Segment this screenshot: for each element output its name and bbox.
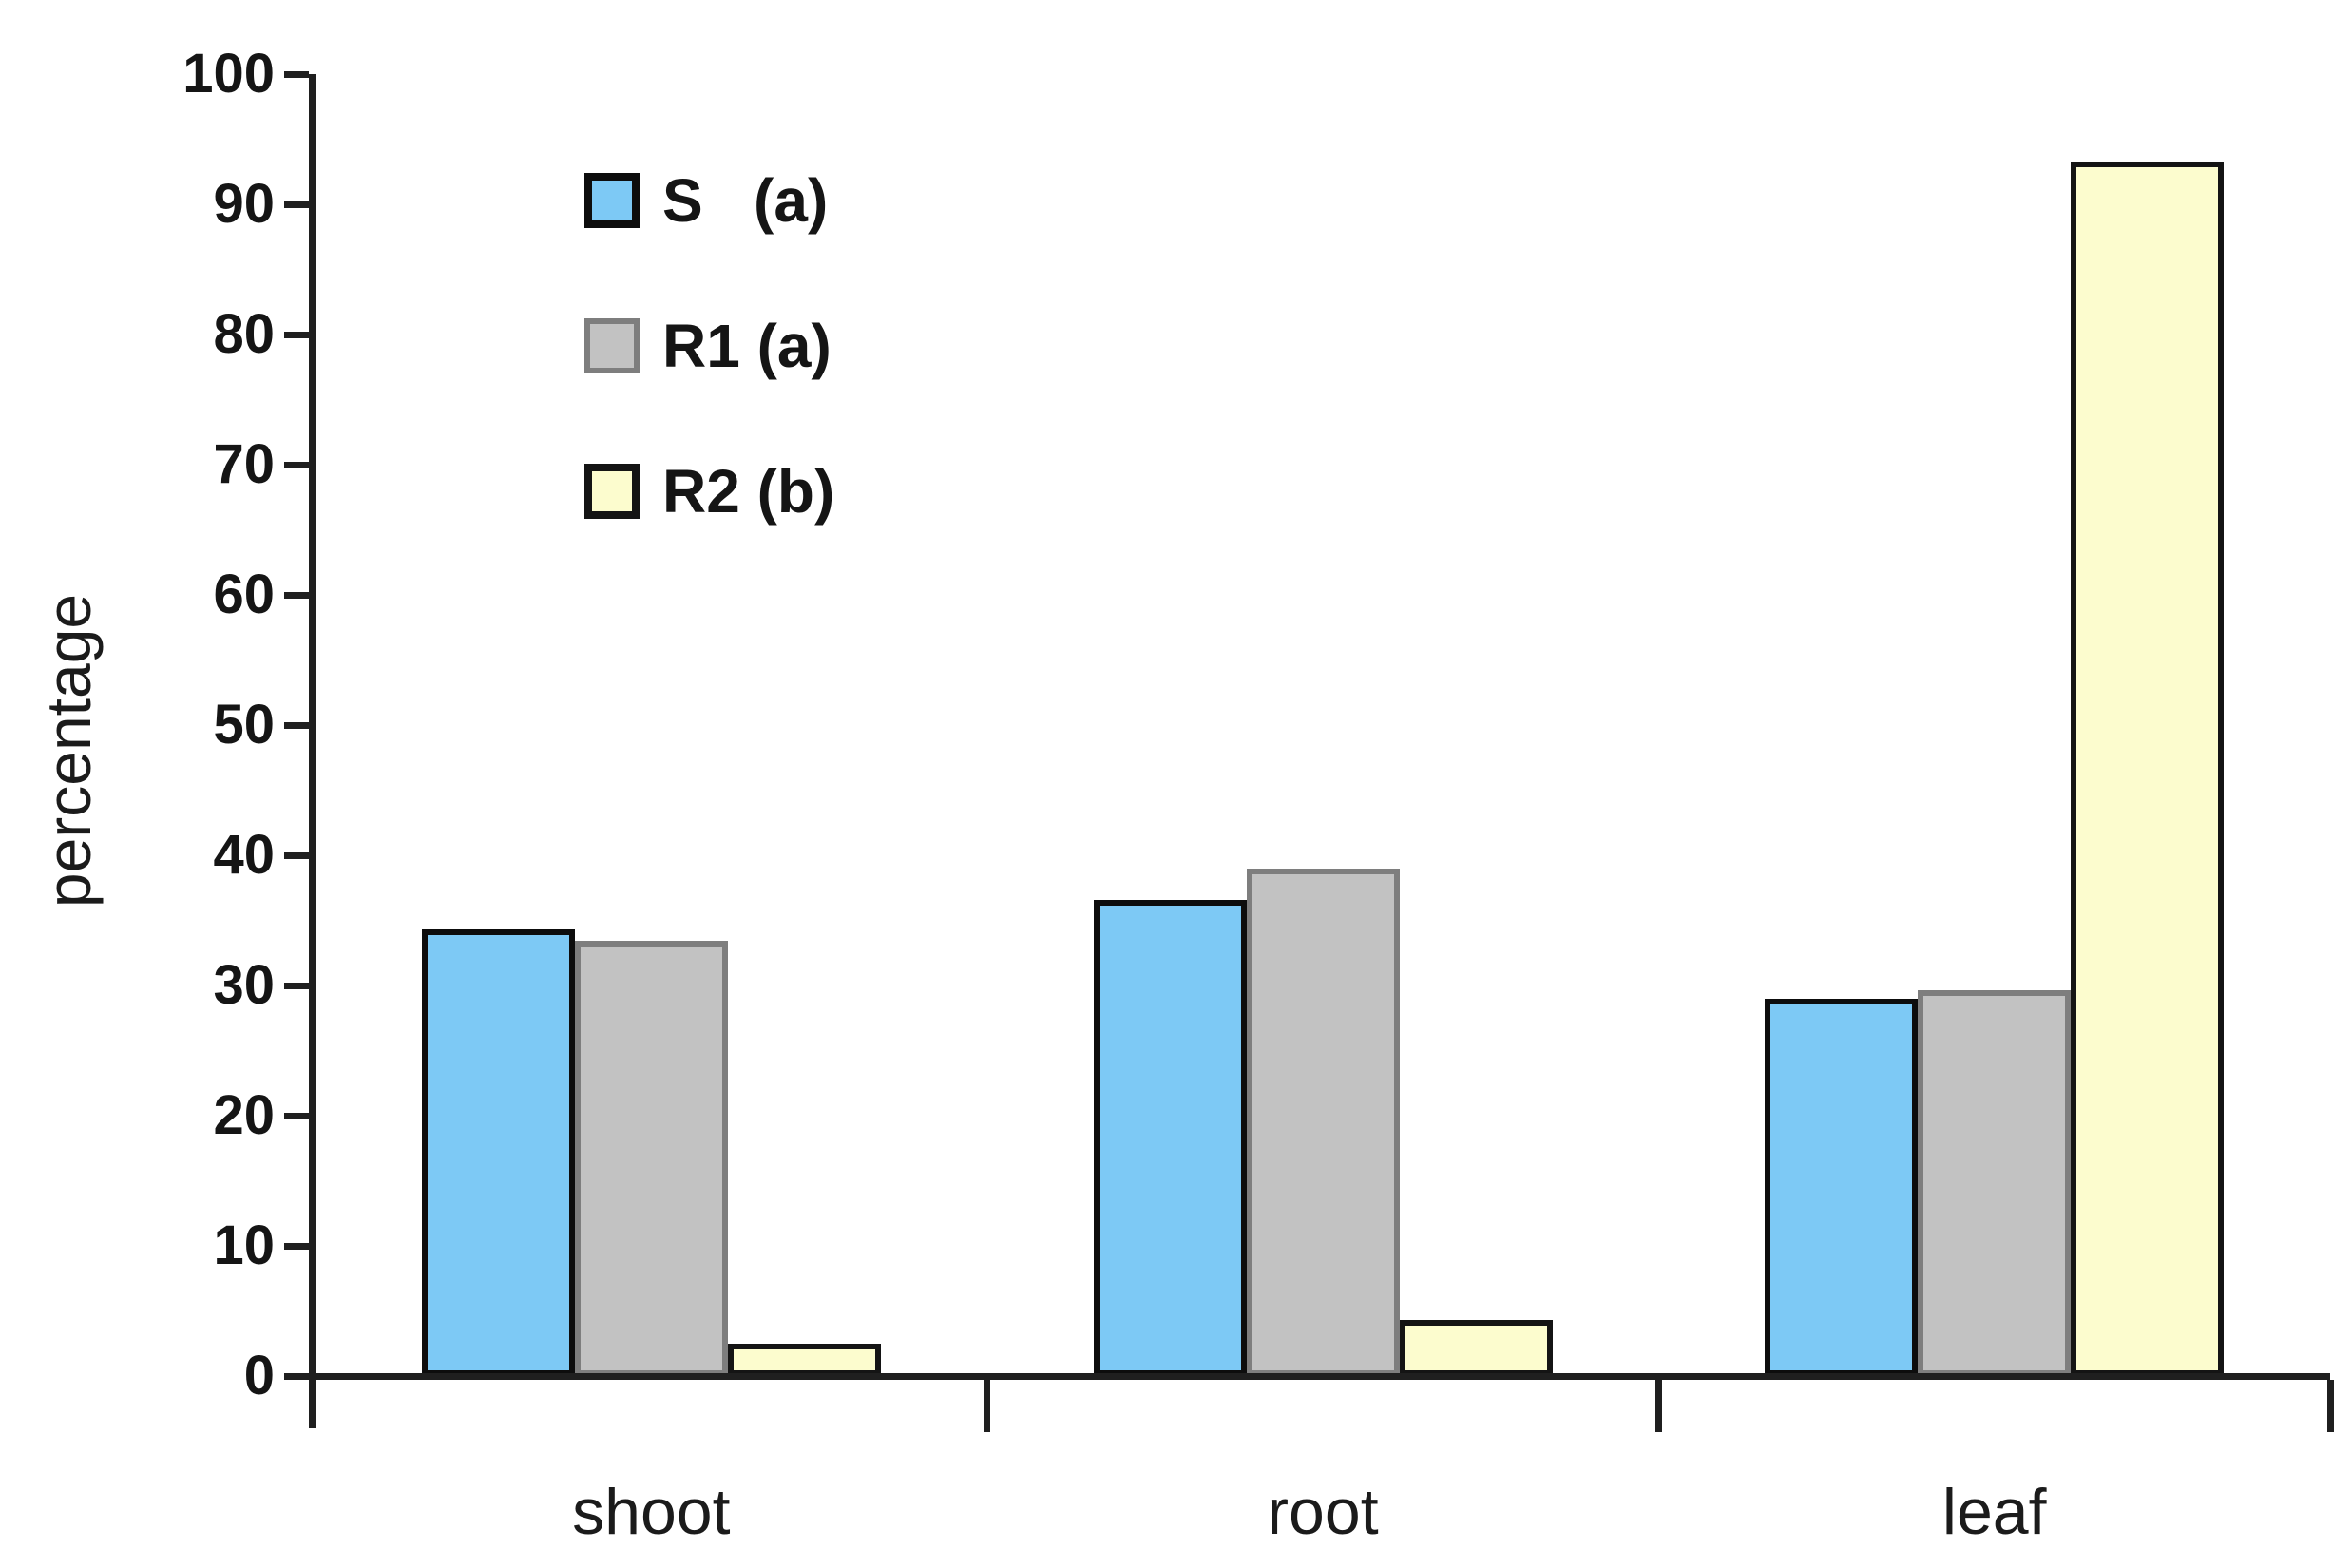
y-tick-mark-30 (284, 983, 309, 989)
legend: S (a) R1 (a) R2 (b) (584, 166, 835, 609)
y-tick-label-10: 10 (213, 1214, 275, 1276)
y-tick-label-80: 80 (213, 303, 275, 365)
y-tick-mark-90 (284, 201, 309, 208)
bar-s-leaf (1765, 998, 1919, 1376)
legend-label-r1: R1 (a) (662, 312, 832, 380)
y-axis-line (309, 74, 316, 1428)
bar-r2-shoot (727, 1343, 881, 1376)
legend-label-r2: R2 (b) (662, 457, 835, 526)
legend-label-s: S (a) (662, 166, 829, 235)
category-label-leaf: leaf (1941, 1476, 2047, 1548)
legend-item-s: S (a) (584, 166, 834, 235)
y-tick-mark-10 (284, 1243, 309, 1250)
legend-item-r2: R2 (b) (584, 457, 835, 526)
y-tick-mark-0 (284, 1373, 309, 1380)
category-label-shoot: shoot (572, 1476, 731, 1548)
y-tick-mark-50 (284, 722, 309, 729)
x-axis-boundary-tick-1 (984, 1380, 991, 1432)
category-label-root: root (1267, 1476, 1379, 1548)
y-tick-label-50: 50 (213, 694, 275, 755)
y-tick-label-100: 100 (182, 43, 275, 105)
y-tick-mark-100 (284, 71, 309, 78)
y-tick-label-70: 70 (213, 433, 275, 495)
y-tick-label-90: 90 (213, 173, 275, 235)
bar-r2-root (1399, 1320, 1553, 1376)
legend-swatch-r1 (584, 318, 640, 373)
y-tick-mark-70 (284, 462, 309, 468)
legend-swatch-r2 (584, 464, 640, 519)
x-axis-boundary-tick-3 (2326, 1380, 2334, 1432)
bar-s-root (1093, 899, 1247, 1376)
legend-swatch-s (584, 173, 640, 228)
y-tick-label-20: 20 (213, 1084, 275, 1146)
y-tick-mark-80 (284, 332, 309, 338)
bar-r1-shoot (574, 941, 728, 1376)
bar-r1-root (1246, 868, 1400, 1376)
y-tick-mark-60 (284, 592, 309, 599)
y-tick-label-40: 40 (213, 824, 275, 886)
legend-item-r1: R1 (a) (584, 312, 834, 380)
y-tick-mark-40 (284, 852, 309, 859)
bar-r1-leaf (1918, 990, 2072, 1376)
bar-r2-leaf (2071, 161, 2225, 1376)
x-axis-line (309, 1373, 2330, 1380)
y-tick-label-60: 60 (213, 564, 275, 625)
y-tick-mark-20 (284, 1113, 309, 1119)
y-tick-label-30: 30 (213, 954, 275, 1016)
x-axis-boundary-tick-2 (1654, 1380, 1662, 1432)
y-tick-label-0: 0 (243, 1345, 275, 1406)
bar-s-shoot (421, 929, 575, 1376)
